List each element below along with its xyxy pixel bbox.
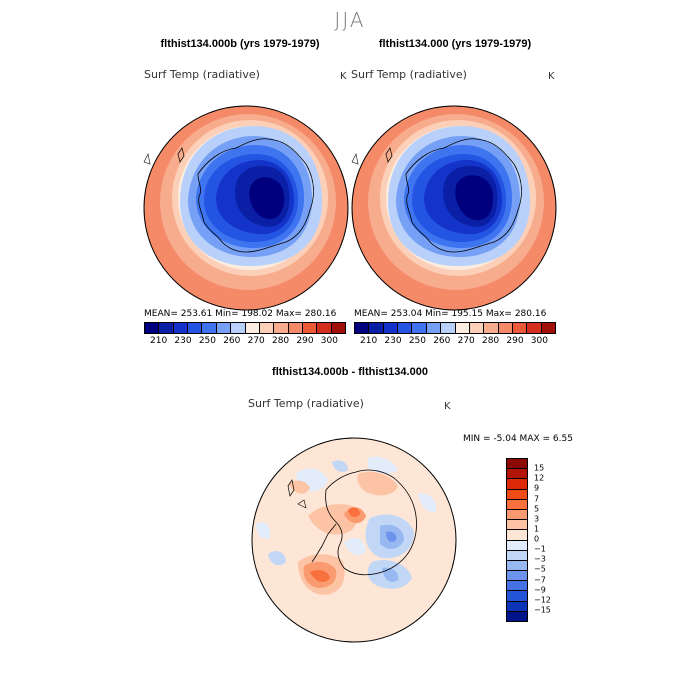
panel-1-colorbar-swatch [302,323,318,333]
diff-colorbar-tick-label: 9 [534,483,540,493]
diff-colorbar-tick-label: −3 [534,554,546,564]
panel-2-colorbar [354,322,556,334]
diff-colorbar-swatch [507,550,527,561]
diff-colorbar-swatch [507,469,527,480]
diff-colorbar-tick-label: 3 [534,514,540,524]
panel-1-colorbar-swatch [331,323,346,333]
panel-1-colorbar-swatch [202,323,217,333]
diff-colorbar-tick-label: −5 [534,564,546,574]
diff-colorbar-tick-label: −12 [534,595,551,605]
diff-colorbar-swatch [507,520,527,531]
panel-2-colorbar-swatch [441,323,456,333]
panel-1-colorbar-swatch [216,323,232,333]
panel-1-colorbar-tick-label: 300 [320,336,338,346]
panel-1-stats: MEAN= 253.61 Min= 198.02 Max= 280.16 [144,309,337,319]
panel-2-stats: MEAN= 253.04 Min= 195.15 Max= 280.16 [354,309,547,319]
panel-2-colorbar-tick-label: 300 [530,336,548,346]
panel-2-colorbar-swatch [383,323,399,333]
panel-1-colorbar-tick-label: 290 [296,336,314,346]
panel-2-colorbar-swatch [398,323,413,333]
panel-1-colorbar-swatch [231,323,246,333]
diff-panel-minmax: MIN = -5.04 MAX = 6.55 [463,434,573,444]
panel-2-colorbar-tick-label: 250 [408,336,426,346]
panel-2-units: K [548,71,555,82]
panel-2-colorbar-ticks: 210 230 250 260 270 280 290 300 [354,336,554,348]
diff-colorbar-swatch [507,601,527,612]
panel-1-title: flthist134.000b (yrs 1979-1979) [160,38,320,50]
panel-1-variable-label: Surf Temp (radiative) [144,68,260,81]
diff-colorbar-swatch [507,459,527,470]
panel-1-colorbar-tick-label: 230 [174,336,192,346]
diff-colorbar-tick-label: −1 [534,544,546,554]
diff-colorbar-tick-label: −7 [534,575,546,584]
diff-colorbar-swatch [507,499,527,510]
panel-1-colorbar-swatch [317,323,332,333]
panel-1-colorbar-swatch [274,323,289,333]
panel-1-colorbar-tick-label: 210 [150,336,168,346]
panel-1-colorbar-swatch [159,323,174,333]
panel-1-colorbar-tick-label: 270 [247,336,265,346]
panel-1-colorbar-swatch [245,323,260,333]
diff-colorbar-swatch [507,479,527,490]
panel-2-colorbar-swatch [484,323,499,333]
panel-1-colorbar-swatch [145,323,160,333]
panel-2-colorbar-swatch [355,323,370,333]
diff-colorbar-tick-label: 15 [534,463,545,473]
panel-1-units: K [340,71,347,82]
panel-2-variable-label: Surf Temp (radiative) [351,68,467,81]
diff-colorbar-tick-label: −15 [534,605,551,615]
diff-colorbar-tick-label: 12 [534,473,545,483]
panel-2-title: flthist134.000 (yrs 1979-1979) [378,38,532,50]
diff-colorbar-swatch [507,581,527,592]
panel-2-polar-map [351,105,557,311]
diff-colorbar-tick-label: 7 [534,494,540,503]
panel-1-colorbar [144,322,346,334]
diff-colorbar-swatch [507,540,527,551]
panel-1-colorbar-tick-label: 280 [271,336,290,346]
diff-panel-variable-label: Surf Temp (radiative) [248,397,364,410]
panel-1-colorbar-swatch [173,323,189,333]
panel-1-colorbar-swatch [288,323,303,333]
panel-2-colorbar-tick-label: 280 [481,336,500,346]
diff-colorbar-tick-label: −9 [534,585,546,595]
diff-colorbar-swatch [507,530,527,541]
panel-1-colorbar-tick-label: 260 [223,336,241,346]
panel-2-colorbar-swatch [426,323,442,333]
panel-1-colorbar-tick-label: 250 [198,336,216,346]
panel-2-colorbar-tick-label: 260 [433,336,451,346]
diff-colorbar-swatch [507,611,527,621]
panel-2-colorbar-tick-label: 290 [506,336,524,346]
panel-2-colorbar-swatch [455,323,470,333]
panel-2-colorbar-swatch [412,323,427,333]
season-title: JJA [334,8,366,32]
panel-1-colorbar-ticks: 210 230 250 260 270 280 290 300 [144,336,344,348]
diff-panel-units: K [444,401,451,412]
panel-2-colorbar-tick-label: 230 [384,336,402,346]
diff-colorbar-tick-label: 0 [534,534,540,544]
diff-colorbar-swatch [507,489,527,500]
panel-2-colorbar-tick-label: 270 [457,336,475,346]
diff-colorbar-swatch [507,591,527,602]
diff-panel-polar-map [251,437,457,643]
panel-2-colorbar-swatch [527,323,542,333]
panel-2-colorbar-swatch [498,323,513,333]
panel-2-colorbar-tick-label: 210 [360,336,378,346]
diff-colorbar-tick-label: 1 [534,524,540,534]
diff-panel-title: flthist134.000b - flthist134.000 [272,366,428,378]
panel-1-colorbar-swatch [188,323,203,333]
diff-colorbar-swatch [507,509,527,521]
diff-colorbar-swatch [507,571,527,582]
panel-2-colorbar-swatch [469,323,485,333]
panel-2-colorbar-swatch [541,323,556,333]
panel-2-colorbar-swatch [512,323,528,333]
panel-2-colorbar-swatch [369,323,384,333]
panel-1-polar-map [143,105,349,311]
panel-1-colorbar-swatch [259,323,275,333]
diff-colorbar-swatch [507,560,527,572]
diff-colorbar-tick-label: 5 [534,504,540,514]
diff-colorbar-labels: 15 12 9 7 5 3 1 0 −1 −3 −5 −7 −9 −12 −15 [534,458,574,620]
diff-colorbar [506,458,528,622]
